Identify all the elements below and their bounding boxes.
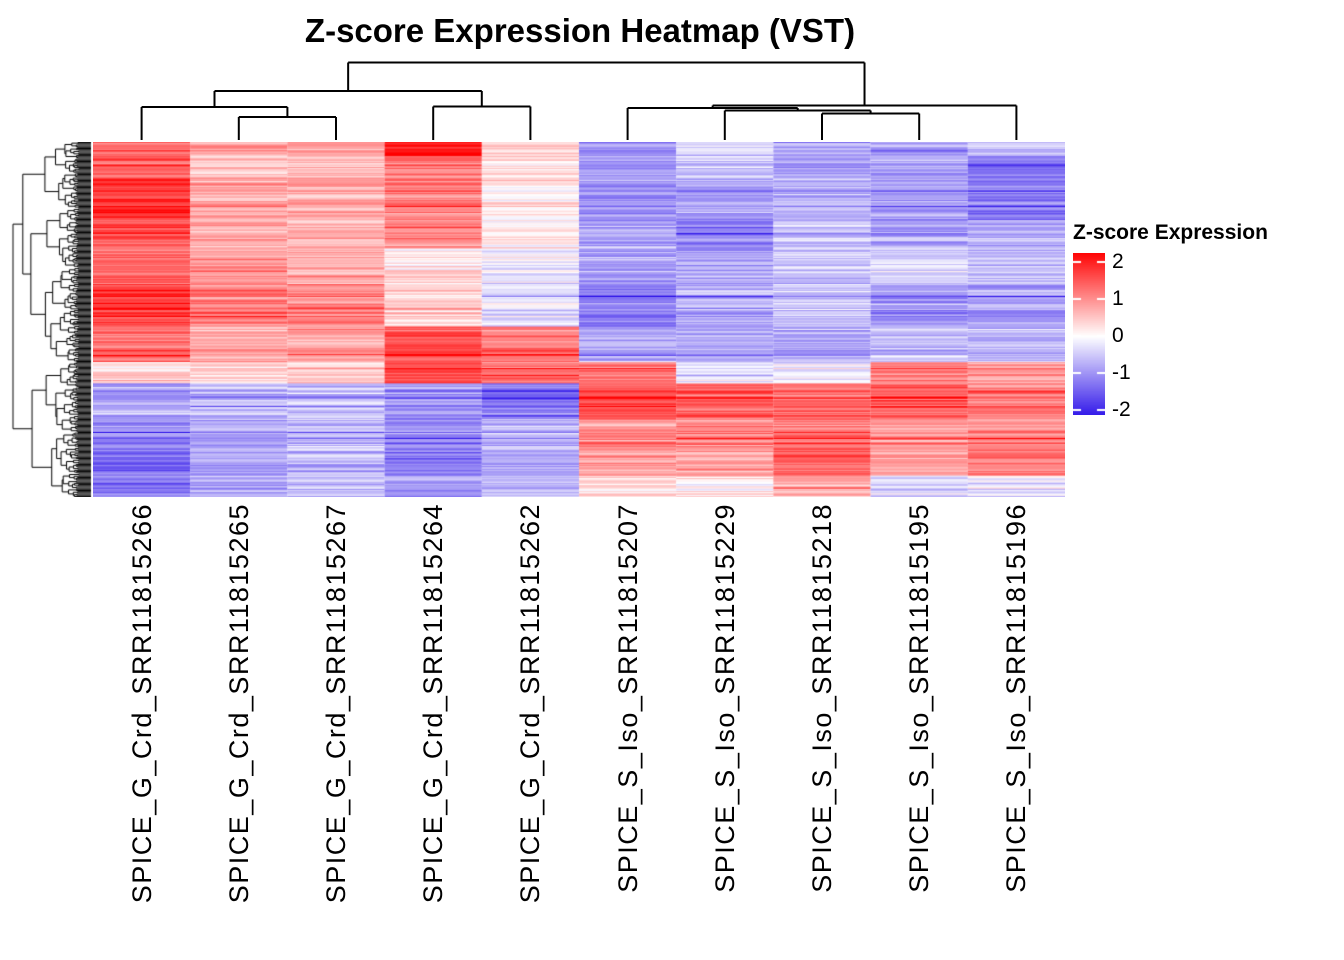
column-label: SPICE_S_Iso_SRR11815207 <box>612 503 643 893</box>
column-label: SPICE_S_Iso_SRR11815195 <box>904 503 935 893</box>
legend-tick-label: 0 <box>1112 324 1124 347</box>
column-label: SPICE_S_Iso_SRR11815196 <box>1001 503 1032 893</box>
legend-tick-label: 2 <box>1112 250 1124 273</box>
column-label: SPICE_S_Iso_SRR11815218 <box>807 503 837 893</box>
legend-tick-label: -2 <box>1112 398 1131 421</box>
column-label: SPICE_G_Crd_SRR11815264 <box>418 503 449 904</box>
legend-title: Z-score Expression <box>1073 221 1268 244</box>
chart-title: Z-score Expression Heatmap (VST) <box>304 12 856 49</box>
column-label: SPICE_G_Crd_SRR11815265 <box>223 503 254 904</box>
column-label: SPICE_G_Crd_SRR11815267 <box>321 503 351 904</box>
legend-tick-label: -1 <box>1112 361 1131 384</box>
legend-colorbar <box>1073 253 1105 415</box>
row-dendrogram <box>10 142 92 497</box>
column-label: SPICE_G_Crd_SRR11815262 <box>515 503 546 904</box>
heatmap-canvas <box>93 142 1065 497</box>
legend-tick-label: 1 <box>1112 287 1124 310</box>
column-label: SPICE_G_Crd_SRR11815266 <box>126 503 157 904</box>
column-label: SPICE_S_Iso_SRR11815229 <box>709 503 740 893</box>
